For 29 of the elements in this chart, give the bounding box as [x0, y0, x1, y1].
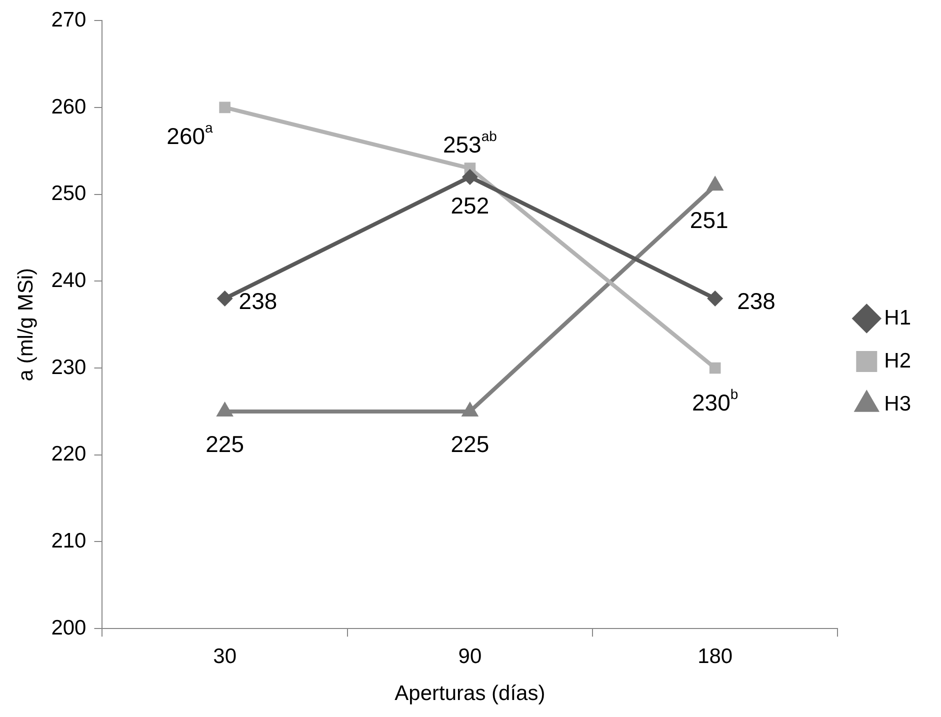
data-label: 225 — [206, 430, 244, 457]
data-label: 251 — [690, 206, 728, 233]
point — [707, 290, 724, 307]
y-tick-label: 270 — [51, 8, 86, 32]
y-tick-label: 220 — [51, 442, 86, 466]
y-tick-label: 260 — [51, 95, 86, 118]
x-tick-label: 30 — [213, 644, 236, 668]
y-tick-label: 200 — [51, 616, 86, 640]
point — [219, 102, 230, 114]
point — [462, 168, 478, 185]
data-label: 225 — [450, 430, 490, 457]
y-tick-label: 210 — [51, 530, 86, 553]
data-label: 252 — [450, 192, 490, 218]
point — [216, 290, 233, 307]
x-tick-label: 90 — [458, 644, 482, 668]
legend-label: H2 — [884, 349, 912, 372]
x-axis-title: Aperturas (días) — [394, 682, 546, 706]
legend-label: H1 — [884, 306, 912, 330]
y-tick-label: 240 — [51, 268, 86, 292]
y-axis-title: a (ml/g MSi) — [14, 268, 38, 382]
data-label: 238 — [238, 288, 278, 314]
legend-label: H3 — [884, 392, 912, 416]
data-label: 238 — [737, 288, 776, 314]
x-tick-label: 180 — [698, 644, 733, 668]
y-tick-label: 230 — [51, 356, 86, 379]
point — [216, 401, 234, 416]
point — [461, 401, 479, 416]
point — [709, 362, 721, 374]
y-tick-label: 250 — [51, 182, 86, 206]
